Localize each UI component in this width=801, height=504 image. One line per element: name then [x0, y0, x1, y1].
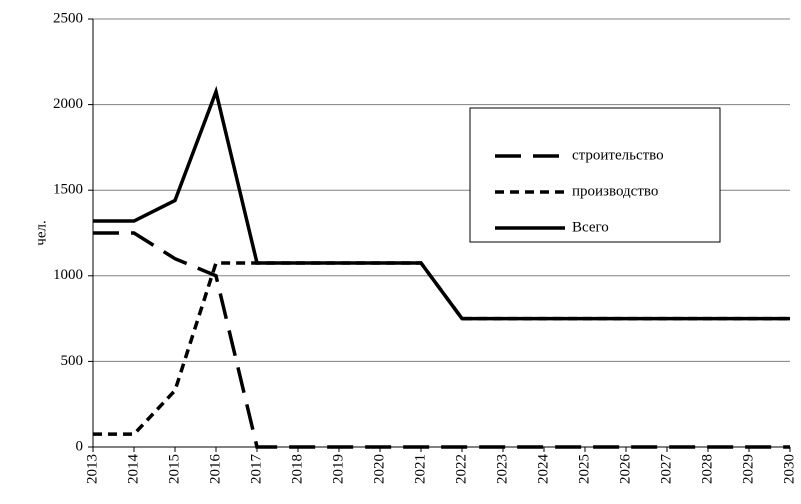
y-tick-label: 1500 — [53, 182, 83, 198]
y-tick-label: 0 — [76, 438, 84, 454]
legend-box — [469, 107, 721, 243]
legend-label: производство — [572, 183, 658, 199]
y-axis-label: чел. — [33, 220, 49, 245]
x-tick-label: 2027 — [658, 454, 674, 485]
x-tick-label: 2016 — [207, 454, 223, 485]
x-tick-label: 2024 — [535, 454, 551, 485]
x-tick-label: 2028 — [699, 454, 715, 484]
x-tick-label: 2030 — [781, 454, 797, 484]
x-tick-label: 2013 — [84, 454, 100, 484]
x-tick-label: 2015 — [166, 454, 182, 484]
legend-label: строительство — [572, 147, 664, 163]
y-tick-label: 2000 — [53, 96, 83, 112]
series-line — [93, 231, 790, 449]
x-tick-label: 2017 — [248, 454, 264, 485]
legend: строительство производство Всего — [469, 107, 721, 243]
legend-label: Всего — [572, 219, 609, 235]
x-tick-label: 2019 — [330, 454, 346, 484]
y-tick-label: 2500 — [53, 10, 83, 26]
x-tick-label: 2026 — [617, 454, 633, 485]
x-tick-label: 2022 — [453, 454, 469, 484]
y-tick-label: 500 — [61, 353, 84, 369]
x-tick-label: 2029 — [740, 454, 756, 484]
x-tick-label: 2014 — [125, 454, 141, 485]
x-tick-label: 2025 — [576, 454, 592, 484]
x-tick-label: 2018 — [289, 454, 305, 484]
x-tick-label: 2023 — [494, 454, 510, 484]
y-tick-label: 1000 — [53, 267, 83, 283]
x-tick-label: 2020 — [371, 454, 387, 484]
series-line — [93, 85, 790, 321]
x-tick-label: 2021 — [412, 454, 428, 484]
